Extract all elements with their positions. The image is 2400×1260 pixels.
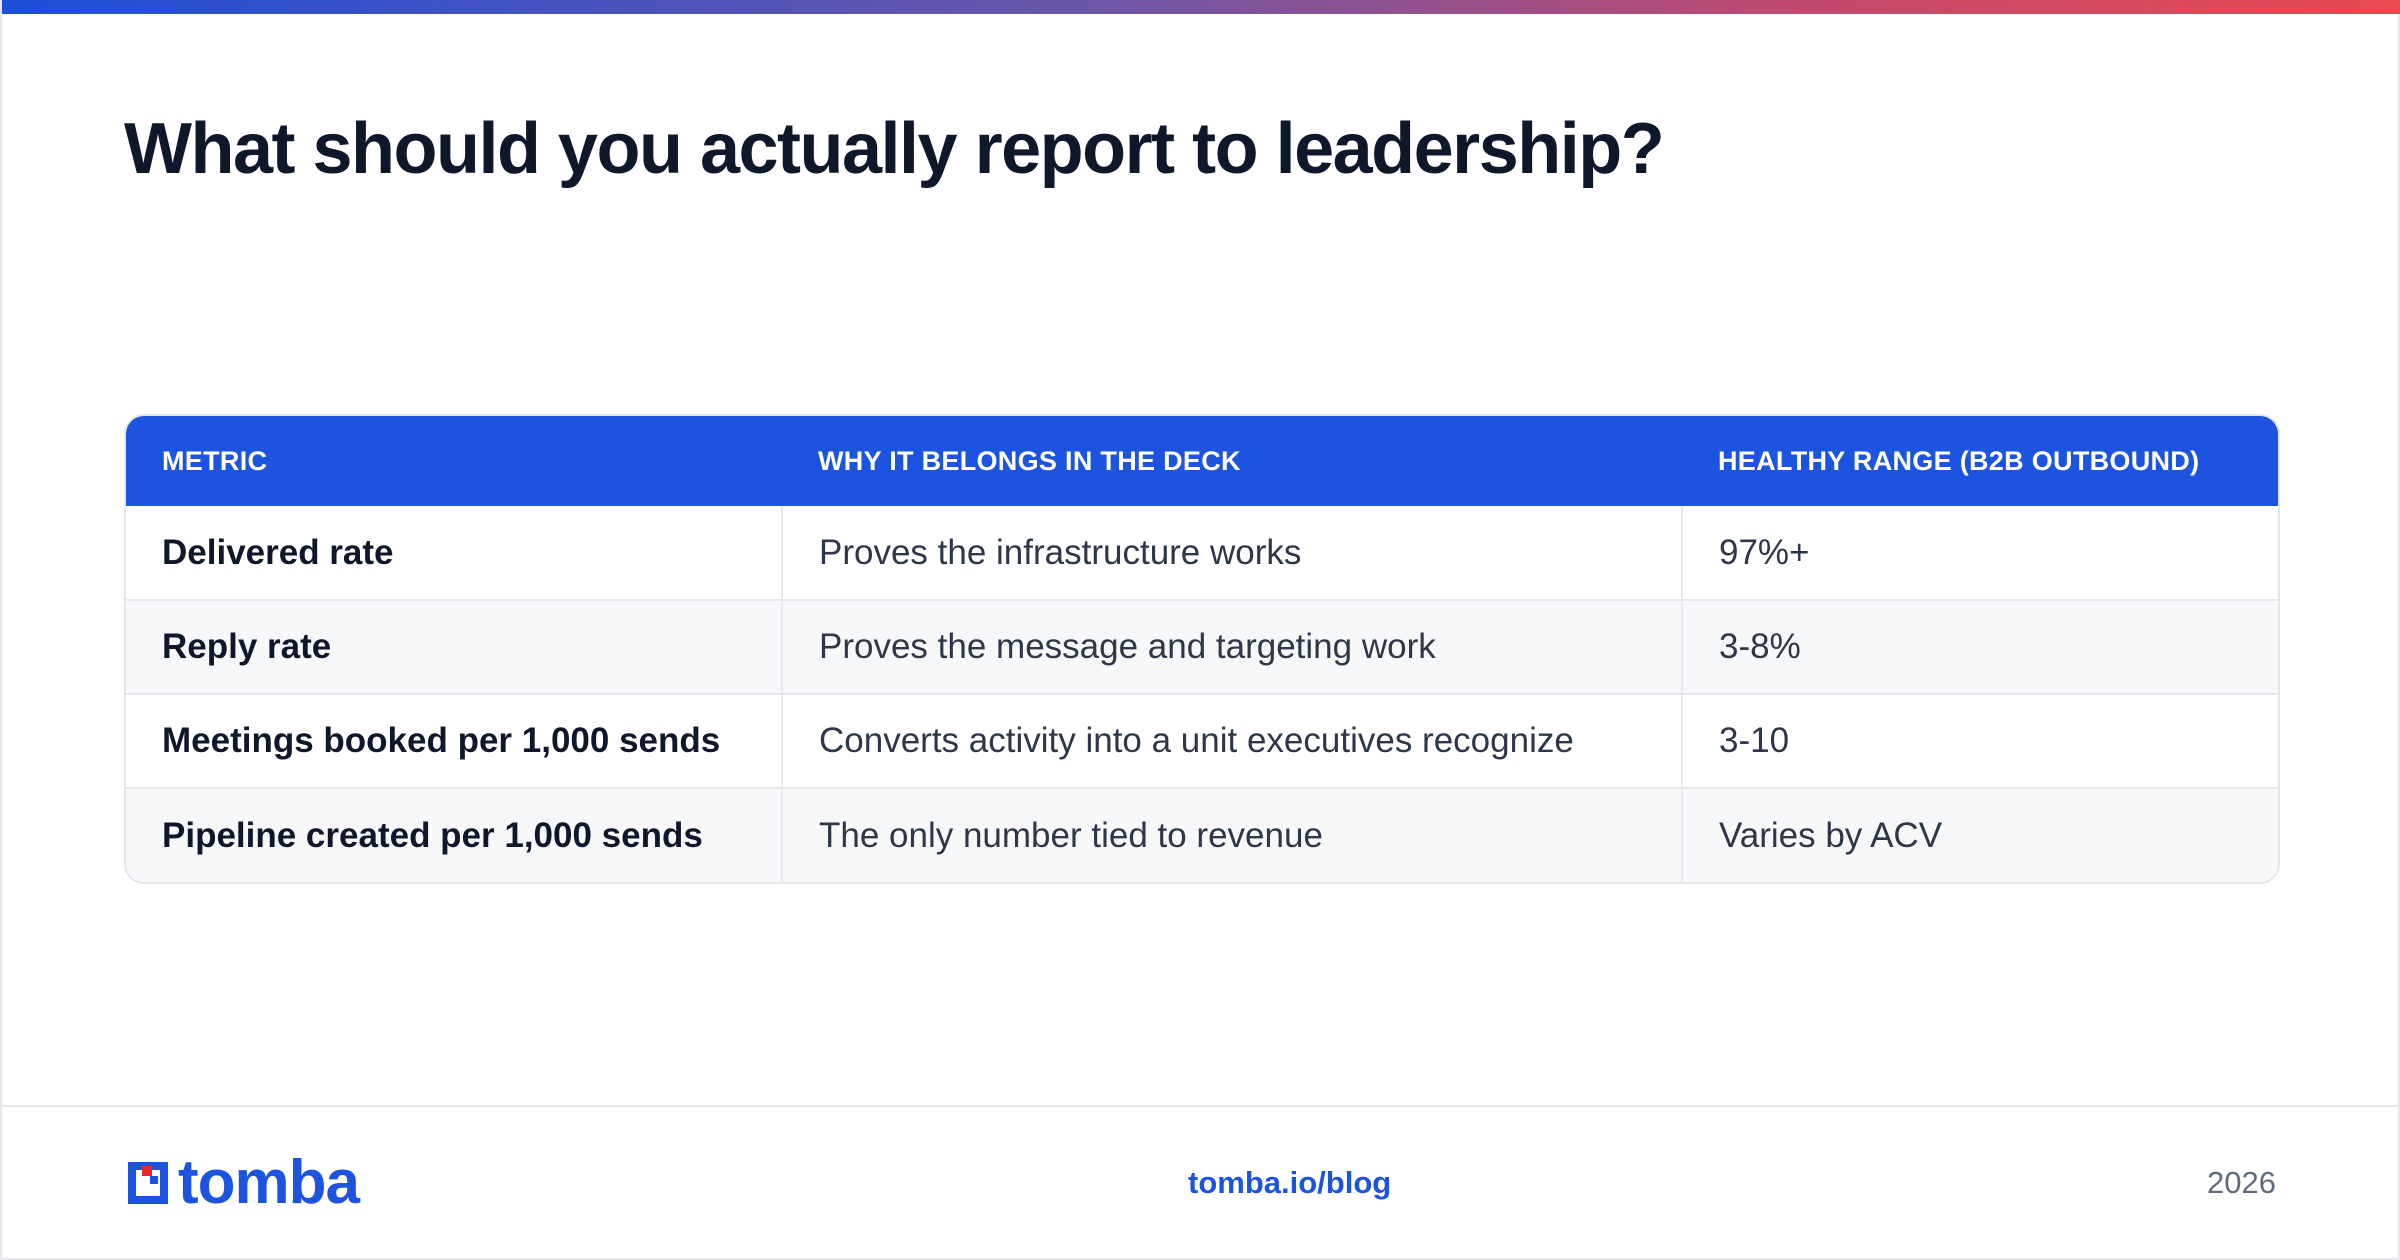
table-row: Reply rate Proves the message and target… xyxy=(126,599,2278,694)
footer-year: 2026 xyxy=(2207,1165,2276,1200)
range-cell: Varies by ACV xyxy=(1681,787,2278,882)
page-title: What should you actually report to leade… xyxy=(124,109,1665,189)
metric-cell: Pipeline created per 1,000 sends xyxy=(126,787,782,882)
why-cell: Proves the message and targeting work xyxy=(781,599,1682,694)
header-why: WHY IT BELONGS IN THE DECK xyxy=(818,445,1241,476)
gradient-top-bar xyxy=(2,0,2400,14)
range-cell: 97%+ xyxy=(1681,506,2278,600)
why-cell: Converts activity into a unit executives… xyxy=(781,693,1682,788)
tomba-logo-mark-icon xyxy=(128,1162,168,1204)
blog-link[interactable]: tomba.io/blog xyxy=(1188,1165,1392,1200)
footer-divider xyxy=(2,1105,2400,1107)
table-row: Meetings booked per 1,000 sends Converts… xyxy=(126,693,2278,788)
table-row: Delivered rate Proves the infrastructure… xyxy=(126,506,2278,600)
table-row: Pipeline created per 1,000 sends The onl… xyxy=(126,787,2278,882)
tomba-logo[interactable]: tomba xyxy=(124,1148,360,1217)
metrics-table-container: METRIC WHY IT BELONGS IN THE DECK HEALTH… xyxy=(124,414,2280,884)
logo-wordmark: tomba xyxy=(178,1148,360,1217)
why-cell: Proves the infrastructure works xyxy=(781,506,1682,600)
header-healthy-range: HEALTHY RANGE (B2B OUTBOUND) xyxy=(1718,445,2200,476)
metric-cell: Reply rate xyxy=(126,599,782,694)
range-cell: 3-10 xyxy=(1681,693,2278,788)
header-metric: METRIC xyxy=(162,445,268,476)
metric-cell: Meetings booked per 1,000 sends xyxy=(126,693,782,788)
metrics-table: METRIC WHY IT BELONGS IN THE DECK HEALTH… xyxy=(126,416,2278,882)
why-cell: The only number tied to revenue xyxy=(781,787,1682,882)
range-cell: 3-8% xyxy=(1681,599,2278,694)
metric-cell: Delivered rate xyxy=(162,532,394,572)
table-header-row: METRIC WHY IT BELONGS IN THE DECK HEALTH… xyxy=(126,416,2278,506)
